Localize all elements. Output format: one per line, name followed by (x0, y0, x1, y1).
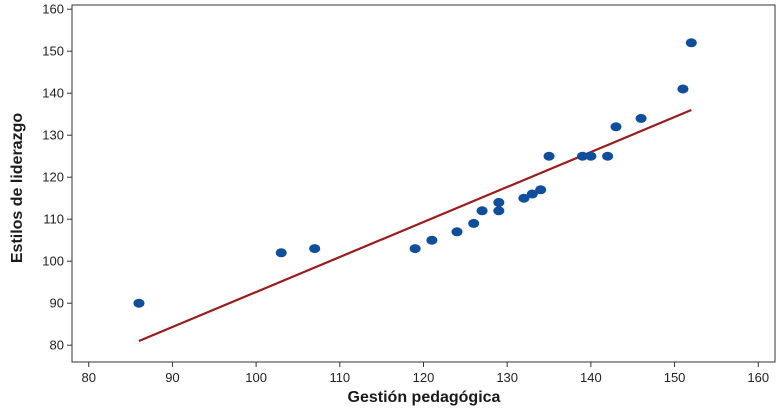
plot-border (71, 4, 776, 363)
data-point (426, 235, 438, 245)
x-axis-title: Gestión pedagógica (348, 389, 501, 406)
data-point (493, 206, 505, 216)
data-point (518, 193, 530, 203)
data-point (543, 151, 555, 161)
x-tick-label: 90 (165, 370, 179, 385)
x-tick-label: 110 (329, 370, 350, 385)
plot-area (71, 4, 776, 363)
data-point (677, 84, 689, 94)
data-point (610, 122, 622, 132)
data-point (685, 38, 697, 48)
y-tick-label: 160 (42, 2, 64, 17)
x-tick-label: 130 (496, 370, 518, 385)
data-point (526, 189, 538, 199)
data-point (585, 151, 597, 161)
y-tick-label: 150 (42, 44, 64, 59)
y-tick-label: 110 (43, 212, 64, 227)
x-tick-label: 80 (82, 370, 96, 385)
y-tick-label: 120 (42, 170, 64, 185)
data-point (493, 197, 505, 207)
data-point (409, 244, 421, 254)
x-tick-label: 120 (413, 370, 435, 385)
data-point (133, 298, 145, 308)
x-tick-label: 150 (664, 370, 686, 385)
data-point (476, 206, 488, 216)
data-point (309, 244, 321, 254)
data-points (133, 38, 697, 308)
data-point (451, 227, 463, 237)
y-tick-label: 140 (42, 86, 64, 101)
y-axis-title: Estilos de liderazgo (9, 113, 26, 263)
y-tick-label: 130 (42, 128, 64, 143)
data-point (468, 218, 480, 228)
data-point (577, 151, 589, 161)
y-axis: 80 90 100 110 120 130 140 150 160 (42, 2, 72, 353)
regression-line-layer (138, 108, 692, 343)
data-point (275, 248, 287, 258)
y-tick-label: 90 (50, 296, 64, 311)
data-point (635, 113, 647, 123)
data-point (535, 185, 547, 195)
y-tick-label: 80 (50, 338, 64, 353)
x-tick-label: 100 (245, 370, 267, 385)
data-point (602, 151, 614, 161)
x-tick-label: 160 (747, 370, 769, 385)
x-axis: 80 90 100 110 120 130 140 150 160 (82, 362, 769, 385)
y-tick-label: 100 (42, 254, 64, 269)
x-tick-label: 140 (580, 370, 602, 385)
regression-line (138, 108, 692, 343)
